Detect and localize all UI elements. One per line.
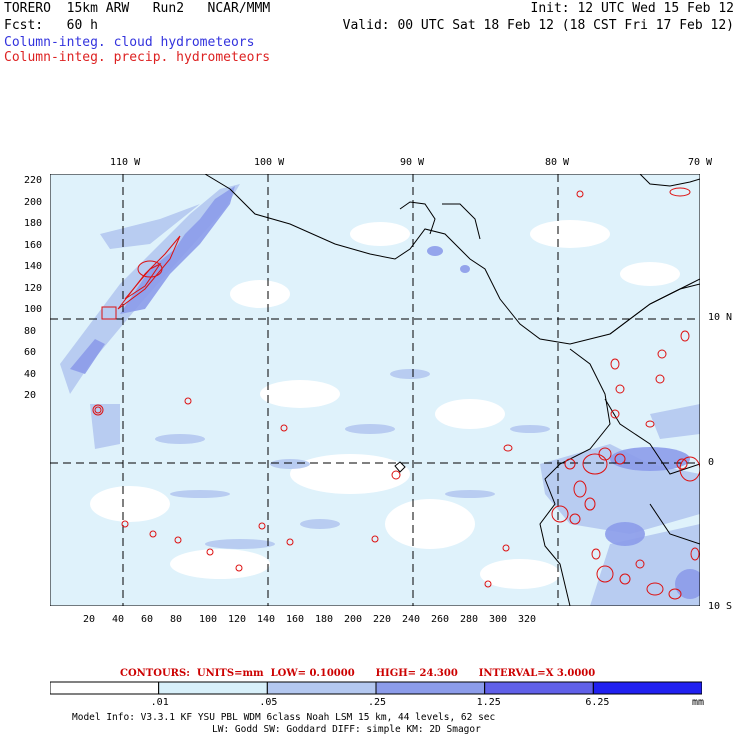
- lon-label-70w: 70 W: [688, 157, 713, 168]
- y-tick-60: 60: [24, 347, 37, 358]
- colorbar-level: .25: [368, 697, 387, 708]
- model-info-line: Model Info: V3.3.1 KF YSU PBL WDM 6class…: [72, 712, 496, 723]
- y-tick-220: 220: [24, 175, 43, 186]
- contour-info: CONTOURS: UNITS=mm LOW= 0.10000 HIGH= 24…: [120, 668, 595, 679]
- x-tick-100: 100: [199, 614, 218, 625]
- colorbar-segment: [484, 681, 594, 695]
- x-tick-80: 80: [170, 614, 183, 625]
- model-resolution: 15km ARW: [66, 1, 130, 16]
- coastlines: [204, 174, 700, 606]
- y-tick-140: 140: [24, 261, 43, 272]
- forecast-hour: Fcst: 60 h: [4, 18, 98, 33]
- contour-interval: INTERVAL=X 3.0000: [478, 668, 596, 679]
- x-tick-40: 40: [112, 614, 125, 625]
- colorbar-level: .01: [150, 697, 169, 708]
- colorbar-segment: [50, 681, 160, 695]
- lon-label-80w: 80 W: [545, 157, 570, 168]
- lat-label-equator: 0: [708, 457, 715, 468]
- x-tick-200: 200: [344, 614, 363, 625]
- run-label: Run2: [152, 1, 185, 16]
- x-tick-20: 20: [83, 614, 96, 625]
- y-tick-200: 200: [24, 196, 43, 208]
- y-tick-160: 160: [24, 239, 43, 251]
- x-tick-280: 280: [460, 614, 479, 625]
- x-tick-140: 140: [257, 614, 276, 625]
- field-cloud-label: Column-integ. cloud hydrometeors: [4, 35, 255, 50]
- cloud-field-dark: [70, 186, 700, 599]
- x-tick-240: 240: [402, 614, 421, 625]
- model-name: TORERO: [4, 1, 51, 16]
- lon-label-110w: 110 W: [110, 157, 141, 168]
- y-tick-20: 20: [24, 390, 37, 401]
- x-tick-260: 260: [431, 614, 450, 625]
- header-title-line: TORERO 15km ARW Run2 NCAR/MMM: [4, 1, 270, 16]
- fcst-label: Fcst:: [4, 18, 44, 33]
- graticule: [50, 174, 700, 606]
- colorbar-segment: [158, 681, 268, 695]
- init-time: Init: 12 UTC Wed 15 Feb 12: [530, 1, 735, 16]
- fcst-hours: 60 h: [66, 18, 98, 33]
- colorbar-level: 1.25: [476, 697, 501, 708]
- x-tick-120: 120: [228, 614, 247, 625]
- colorbar-level: 6.25: [585, 697, 610, 708]
- y-tick-80: 80: [24, 325, 37, 337]
- org-label: NCAR/MMM: [207, 1, 271, 16]
- colorbar-unit: mm: [692, 697, 705, 708]
- lon-label-100w: 100 W: [254, 157, 285, 168]
- contour-low: LOW= 0.10000: [270, 668, 355, 679]
- x-tick-180: 180: [315, 614, 334, 625]
- field-precip-label: Column-integ. precip. hydrometeors: [4, 50, 271, 65]
- valid-time: Valid: 00 UTC Sat 18 Feb 12 (18 CST Fri …: [342, 18, 734, 33]
- colorbar-segment: [266, 681, 377, 695]
- x-tick-60: 60: [141, 614, 154, 625]
- y-tick-40: 40: [24, 368, 37, 380]
- contour-units: UNITS=mm: [196, 668, 264, 679]
- map-plot: [50, 174, 700, 606]
- x-tick-160: 160: [286, 614, 305, 625]
- physics-info-line: LW: Godd SW: Goddard DIFF: simple KM: 2D…: [212, 724, 481, 735]
- precip-contours: [92, 187, 700, 600]
- y-tick-100: 100: [24, 304, 43, 315]
- lon-label-90w: 90 W: [400, 157, 425, 168]
- x-tick-300: 300: [489, 614, 508, 625]
- x-tick-320: 320: [518, 614, 537, 625]
- lat-label-10s: 10 S: [708, 601, 733, 612]
- y-tick-180: 180: [24, 218, 43, 229]
- colorbar-segment: [375, 681, 486, 695]
- lat-label-10n: 10 N: [708, 312, 733, 323]
- colorbar: [50, 681, 702, 695]
- colorbar-segment: [592, 681, 702, 695]
- contour-high: HIGH= 24.300: [375, 668, 458, 679]
- contour-label: CONTOURS:: [120, 668, 190, 679]
- colorbar-level: .05: [259, 697, 278, 708]
- x-tick-220: 220: [373, 614, 392, 625]
- cloud-field-patches-white: [90, 220, 680, 589]
- y-tick-120: 120: [24, 282, 43, 294]
